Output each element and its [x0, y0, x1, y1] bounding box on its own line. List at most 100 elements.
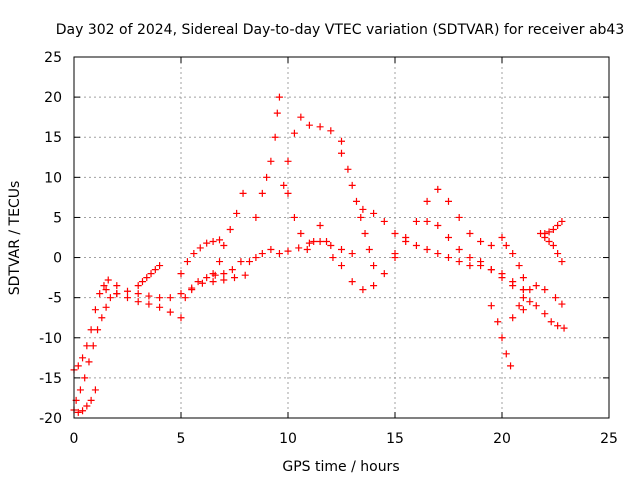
data-point [552, 294, 559, 302]
data-point [74, 408, 82, 416]
data-point [558, 258, 566, 266]
data-point [554, 250, 562, 258]
data-point [466, 262, 474, 270]
data-point [85, 358, 93, 366]
data-point [515, 302, 523, 310]
chart-title: Day 302 of 2024, Sidereal Day-to-day VTE… [56, 22, 625, 38]
data-point [412, 242, 420, 250]
x-tick-label: 5 [177, 431, 186, 447]
data-point [74, 362, 82, 370]
data-point [106, 294, 114, 302]
data-point [549, 242, 557, 250]
data-point [94, 326, 102, 334]
data-point [113, 290, 121, 298]
data-point [91, 306, 99, 314]
data-point [502, 350, 510, 358]
data-point [271, 133, 279, 141]
data-point [134, 282, 142, 290]
series-trace-f [177, 236, 224, 278]
data-point [532, 282, 540, 290]
series-trace-v [541, 234, 566, 266]
series-trace-r [487, 302, 515, 370]
data-point [445, 234, 452, 241]
data-point [297, 113, 305, 121]
data-point [327, 127, 335, 135]
data-point [305, 239, 313, 247]
data-point [365, 246, 373, 254]
data-point [241, 271, 249, 279]
series-trace-q [423, 217, 527, 294]
data-point [541, 234, 549, 241]
data-point [87, 396, 95, 404]
data-point [316, 123, 324, 131]
data-point [284, 189, 292, 197]
x-tick-label: 10 [279, 431, 297, 447]
data-point [554, 322, 562, 330]
data-point [519, 294, 527, 302]
data-point [391, 250, 399, 258]
y-tick-label: -15 [39, 371, 62, 387]
data-point [83, 402, 91, 410]
data-point [203, 274, 211, 282]
data-point [156, 262, 164, 270]
y-tick-label: 15 [44, 130, 62, 146]
series-trace-g [209, 189, 247, 278]
data-point [190, 250, 198, 258]
series-trace-l [338, 149, 378, 270]
data-point [284, 247, 292, 255]
data-point [323, 238, 331, 246]
data-point [258, 189, 266, 197]
data-point [515, 262, 523, 270]
data-point [100, 282, 108, 290]
data-point [558, 300, 566, 308]
data-point [196, 244, 204, 252]
data-point [231, 274, 238, 282]
data-point [554, 221, 562, 229]
data-point [352, 197, 360, 205]
x-tick-label: 20 [493, 431, 511, 447]
data-point [502, 242, 510, 250]
data-point [466, 229, 474, 237]
data-point [477, 238, 485, 246]
data-point [134, 290, 142, 298]
data-point [147, 270, 155, 278]
data-point [239, 189, 247, 197]
data-point [434, 221, 442, 229]
y-tick-label: 5 [53, 210, 62, 226]
data-point [359, 286, 367, 294]
data-point [280, 181, 288, 189]
data-point [303, 246, 311, 254]
x-tick-label: 25 [600, 431, 618, 447]
series-trace-t [519, 298, 568, 332]
series-trace-w [498, 234, 527, 282]
y-tick-label: -10 [39, 331, 62, 347]
data-point [143, 274, 151, 282]
data-point [183, 258, 191, 266]
data-point [558, 217, 566, 225]
data-point [361, 229, 369, 237]
y-tick-label: 20 [44, 90, 62, 106]
data-point [532, 302, 540, 310]
data-point [124, 294, 131, 302]
data-point [267, 246, 275, 254]
y-tick-label: 0 [53, 251, 62, 267]
data-point [547, 318, 555, 326]
plot-frame [73, 56, 610, 419]
data-point [220, 242, 228, 250]
data-point [198, 279, 206, 287]
data-point [445, 254, 452, 262]
data-point [228, 266, 236, 274]
data-point [216, 236, 224, 244]
data-point [348, 250, 356, 258]
x-axis-label: GPS time / hours [282, 459, 399, 475]
data-point [79, 407, 87, 415]
data-point [145, 300, 153, 308]
data-point [423, 246, 431, 254]
data-point [370, 282, 378, 290]
data-point [245, 258, 253, 266]
data-point [156, 294, 164, 302]
data-point [509, 314, 517, 322]
data-point [258, 250, 266, 258]
data-point [316, 238, 324, 246]
data-point [290, 129, 298, 137]
